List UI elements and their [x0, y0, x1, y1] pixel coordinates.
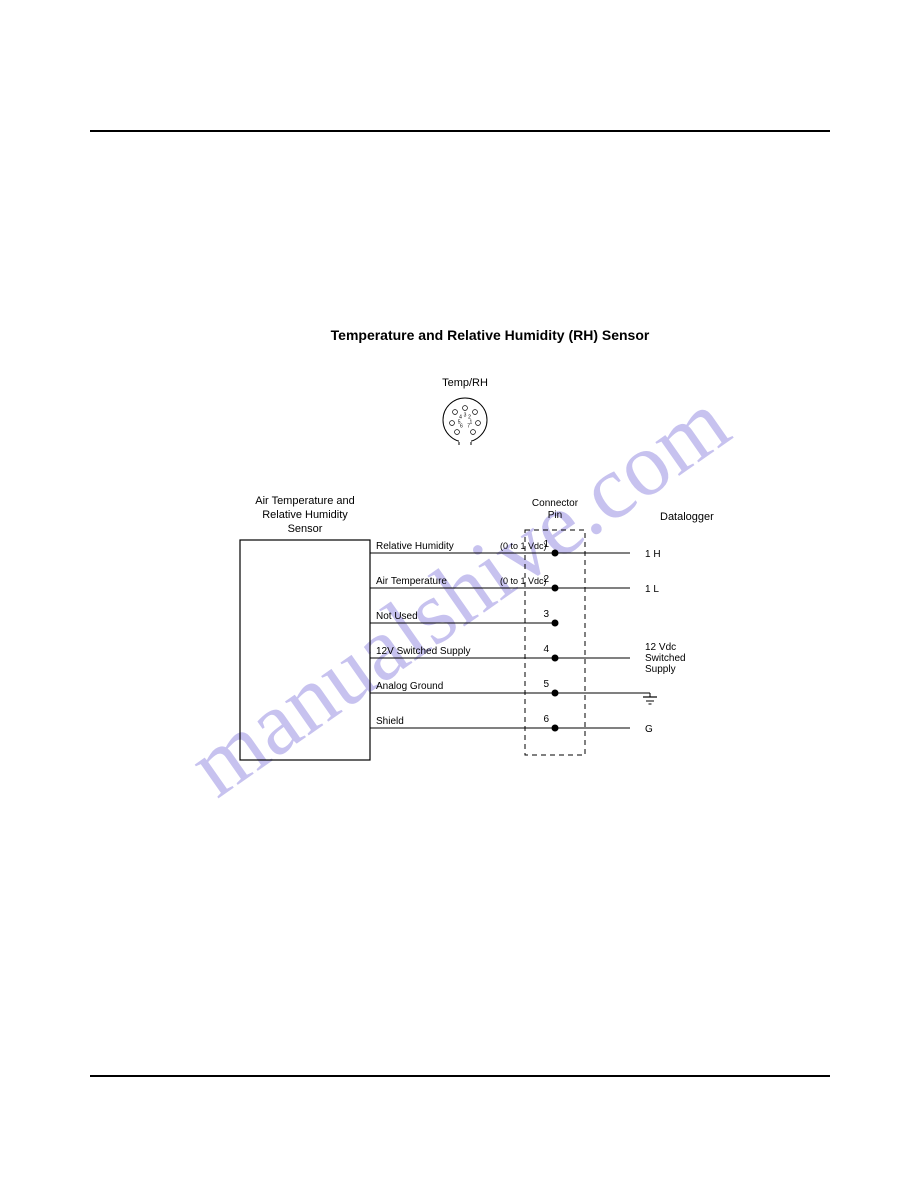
wire-note: (0 to 1 Vdc) [500, 541, 547, 551]
datalogger-terminal: 1 H [645, 549, 661, 560]
sensor-block-label: Sensor [288, 523, 323, 535]
pin-dot [552, 620, 559, 627]
pin-number: 2 [543, 574, 549, 585]
diagram-title: Temperature and Relative Humidity (RH) S… [331, 327, 650, 343]
connector-column-label: Connector [532, 498, 579, 509]
connector-pin-icon [463, 406, 468, 411]
sensor-block-label: Relative Humidity [262, 509, 348, 521]
connector-icon-label: Temp/RH [442, 377, 488, 389]
pin-number: 5 [543, 679, 549, 690]
wire-label: Not Used [376, 611, 418, 622]
pin-number: 6 [543, 714, 549, 725]
sensor-block-label: Air Temperature and [255, 495, 354, 507]
pin-number: 1 [543, 539, 549, 550]
connector-pin-icon [476, 421, 481, 426]
page: manualshive.com Temperature and Relative… [0, 0, 918, 1188]
datalogger-terminal: 12 Vdc [645, 642, 676, 653]
connector-icon-outline [443, 398, 487, 442]
connector-column-label: Pin [548, 510, 562, 521]
wiring-diagram: Temperature and Relative Humidity (RH) S… [0, 0, 918, 1188]
connector-pin-icon [473, 410, 478, 415]
datalogger-terminal: Supply [645, 664, 676, 675]
pin-number: 3 [543, 609, 549, 620]
connector-pin-icon [450, 421, 455, 426]
connector-pin-icon [471, 430, 476, 435]
sensor-block [240, 540, 370, 760]
datalogger-terminal: 1 L [645, 584, 659, 595]
connector-pin-number-icon: 4 [459, 414, 462, 420]
wire-label: Analog Ground [376, 681, 443, 692]
wire-label: Air Temperature [376, 576, 447, 587]
datalogger-terminal: Switched [645, 653, 686, 664]
wire-label: 12V Switched Supply [376, 646, 471, 657]
connector-column [525, 530, 585, 755]
datalogger-terminal: G [645, 724, 653, 735]
connector-pin-icon [453, 410, 458, 415]
wire-label: Shield [376, 716, 404, 727]
connector-pin-number-icon: 3 [464, 413, 467, 419]
wire-note: (0 to 1 Vdc) [500, 576, 547, 586]
datalogger-label: Datalogger [660, 511, 714, 523]
connector-pin-number-icon: 7 [467, 423, 470, 429]
pin-number: 4 [543, 644, 549, 655]
wire-label: Relative Humidity [376, 541, 454, 552]
connector-pin-icon [455, 430, 460, 435]
